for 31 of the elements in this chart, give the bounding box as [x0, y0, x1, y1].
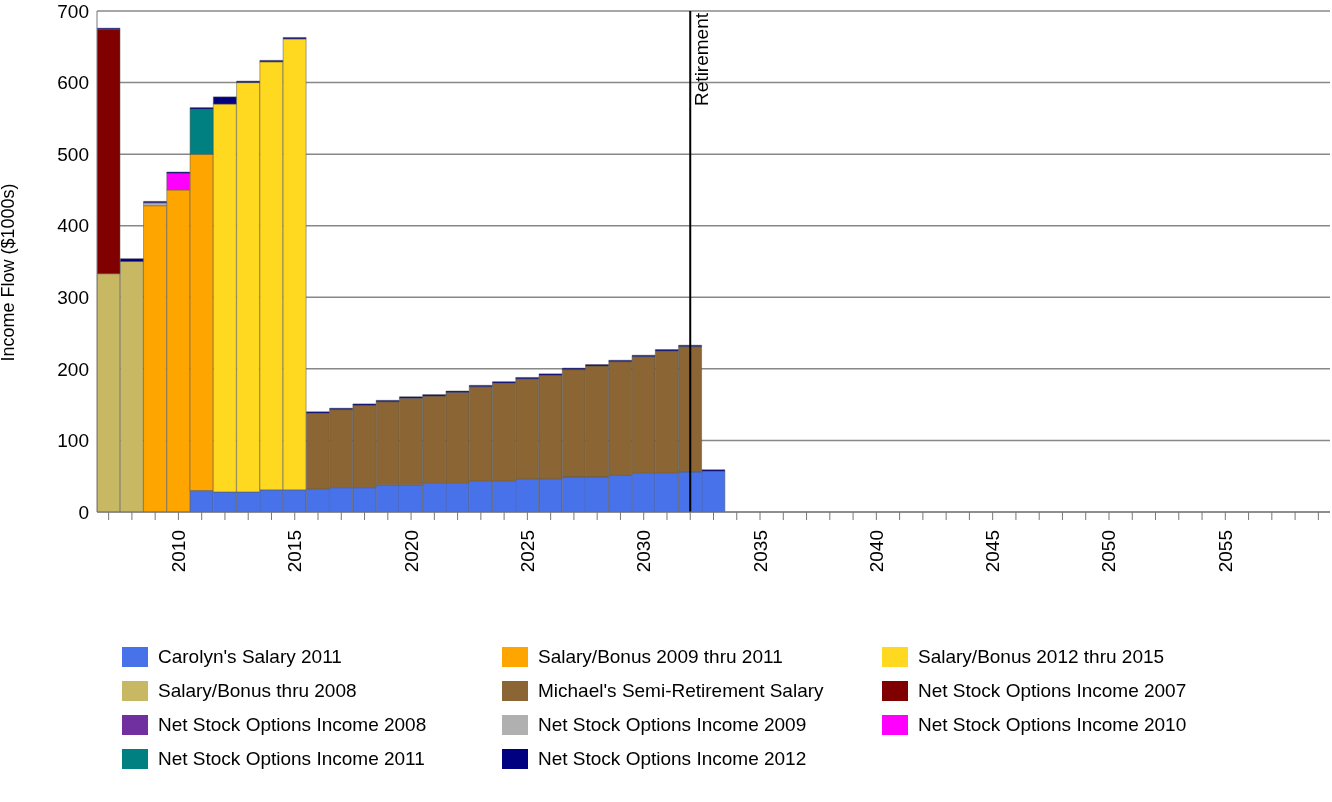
y-tick-label: 0 — [78, 501, 89, 523]
legend-label: Salary/Bonus thru 2008 — [158, 680, 357, 702]
legend-label: Net Stock Options Income 2012 — [538, 748, 807, 770]
x-tick-label: 2045 — [982, 530, 1004, 573]
x-tick-label: 2015 — [284, 530, 306, 573]
y-axis-title: Income Flow ($1000s) — [0, 183, 19, 362]
y-tick-label: 500 — [57, 143, 89, 165]
ref-line-label: Retirement — [690, 12, 712, 106]
y-tick-label: 400 — [57, 215, 89, 237]
x-tick-label: 2035 — [749, 530, 771, 573]
y-tick-label: 200 — [57, 358, 89, 380]
x-tick-label: 2040 — [865, 530, 887, 573]
x-tick-label: 2020 — [400, 530, 422, 573]
legend-label: Salary/Bonus 2012 thru 2015 — [918, 646, 1165, 668]
legend-label: Net Stock Options Income 2008 — [158, 714, 427, 736]
x-tick-label: 2050 — [1098, 530, 1120, 573]
legend-label: Michael's Semi-Retirement Salary — [538, 680, 824, 702]
legend-label: Net Stock Options Income 2009 — [538, 714, 807, 736]
legend-label: Carolyn's Salary 2011 — [158, 646, 342, 668]
x-tick-label: 2025 — [516, 530, 538, 573]
legend-label: Salary/Bonus 2009 thru 2011 — [538, 646, 783, 668]
legend-label: Net Stock Options Income 2010 — [918, 714, 1187, 736]
y-tick-label: 700 — [57, 0, 89, 22]
x-tick-label: 2030 — [633, 530, 655, 573]
legend-label: Net Stock Options Income 2007 — [918, 680, 1187, 702]
x-tick-label: 2010 — [167, 530, 189, 573]
y-tick-label: 300 — [57, 287, 89, 309]
legend-label: Net Stock Options Income 2011 — [158, 748, 425, 770]
x-tick-label: 2055 — [1214, 530, 1236, 573]
y-tick-label: 600 — [57, 72, 89, 94]
y-tick-label: 100 — [57, 430, 89, 452]
